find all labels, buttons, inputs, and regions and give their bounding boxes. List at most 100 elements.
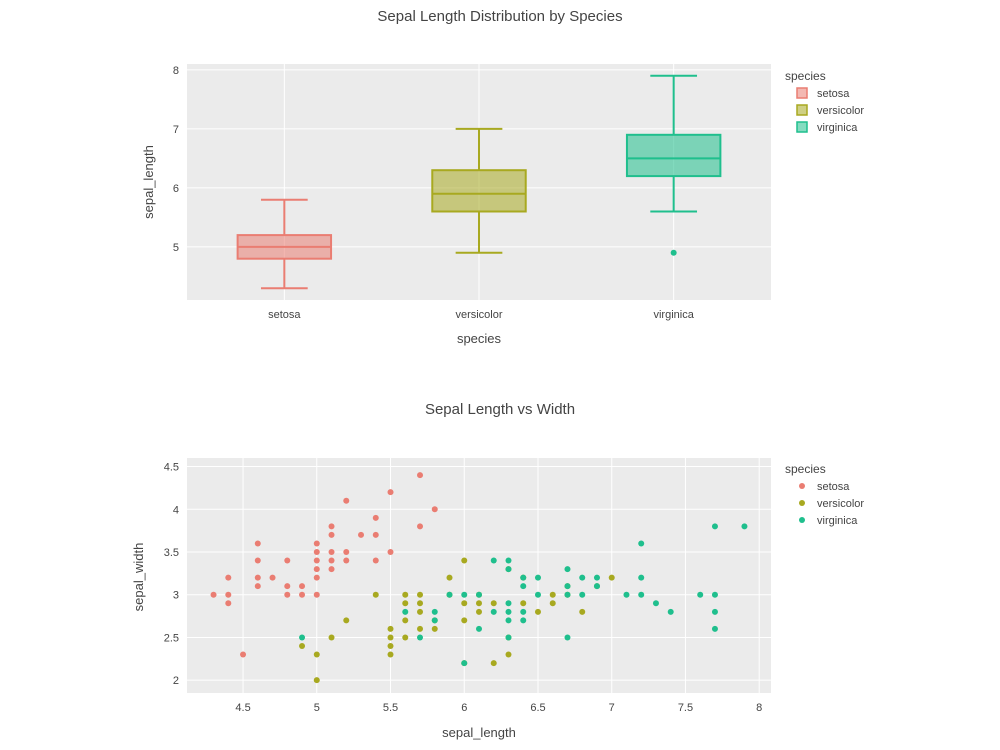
scatter-point xyxy=(476,608,482,615)
scatter-series-setosa xyxy=(210,472,438,658)
scatter-point xyxy=(505,651,512,658)
scatter-point xyxy=(461,591,468,598)
scatter-point xyxy=(387,634,394,641)
scatter-point xyxy=(387,489,394,496)
scatter-legend-title: species xyxy=(785,462,826,476)
scatter-point xyxy=(387,651,394,658)
scatter-point xyxy=(417,523,424,530)
scatter-x-tick-label: 7 xyxy=(609,702,615,714)
scatter-point xyxy=(387,549,394,555)
scatter-point xyxy=(284,557,291,564)
scatter-plot-area xyxy=(187,458,771,693)
scatter-point xyxy=(328,634,335,641)
scatter-y-tick-label: 4.5 xyxy=(164,462,179,474)
scatter-point xyxy=(402,617,409,624)
scatter-point xyxy=(520,574,527,581)
scatter-point xyxy=(343,557,350,564)
scatter-point xyxy=(490,608,497,615)
box-virginica xyxy=(625,74,722,256)
box-x-tick-label: virginica xyxy=(653,309,694,321)
scatter-point xyxy=(402,634,409,641)
scatter-point xyxy=(564,591,571,598)
scatter-point xyxy=(446,591,453,598)
scatter-point xyxy=(593,583,600,590)
scatter-point xyxy=(328,523,335,530)
scatter-point xyxy=(505,608,512,615)
scatter-point xyxy=(372,557,379,564)
scatter-point xyxy=(372,591,379,598)
scatter-point xyxy=(697,591,704,598)
scatter-point xyxy=(490,557,497,564)
scatter-point xyxy=(313,677,320,684)
scatter-legend-label: setosa xyxy=(817,481,850,493)
scatter-point xyxy=(343,549,350,555)
scatter-point xyxy=(638,591,645,598)
box-legend-label: setosa xyxy=(817,88,850,100)
scatter-point xyxy=(284,591,291,598)
box-versicolor xyxy=(431,127,527,254)
scatter-legend-item-versicolor[interactable]: versicolor xyxy=(799,498,864,510)
box-chart-title: Sepal Length Distribution by Species xyxy=(377,8,622,25)
box-x-ticks: setosa versicolor virginica xyxy=(268,309,695,321)
scatter-point xyxy=(284,583,291,590)
scatter-y-tick-label: 3 xyxy=(173,590,179,602)
scatter-point xyxy=(505,566,512,573)
scatter-point xyxy=(505,617,512,624)
box-legend-swatch xyxy=(796,121,808,133)
scatter-legend-label: virginica xyxy=(817,515,858,527)
scatter-gridlines xyxy=(187,458,771,693)
scatter-point xyxy=(417,591,424,598)
scatter-point xyxy=(652,600,659,607)
scatter-point xyxy=(431,506,438,513)
scatter-point xyxy=(431,625,438,632)
box-legend-swatch xyxy=(796,104,808,116)
scatter-point xyxy=(313,651,320,658)
scatter-point xyxy=(343,497,350,504)
box-legend-item-virginica[interactable]: virginica xyxy=(796,121,858,134)
box-y-axis-title: sepal_length xyxy=(141,145,156,219)
box-y-tick-label: 6 xyxy=(173,183,179,195)
box-iqr xyxy=(625,133,722,178)
scatter-y-ticks: 2 2.5 3 3.5 4 4.5 xyxy=(164,462,179,688)
scatter-point xyxy=(520,617,527,624)
scatter-point xyxy=(417,472,424,479)
scatter-point xyxy=(417,634,424,641)
box-legend-item-setosa[interactable]: setosa xyxy=(796,87,850,100)
box-x-tick-label: versicolor xyxy=(455,309,502,321)
scatter-x-tick-label: 4.5 xyxy=(235,702,250,714)
scatter-point xyxy=(476,600,482,607)
scatter-point xyxy=(225,591,232,598)
box-legend-label: virginica xyxy=(817,122,858,134)
scatter-x-tick-label: 7.5 xyxy=(678,702,693,714)
box-x-axis-title: species xyxy=(457,331,502,346)
box-x-tick-label: setosa xyxy=(268,309,301,321)
scatter-point xyxy=(549,591,556,598)
scatter-point xyxy=(446,574,453,581)
scatter-point xyxy=(638,540,645,547)
box-legend[interactable]: species setosa versicolor virginica xyxy=(785,69,864,134)
scatter-point xyxy=(254,557,261,564)
scatter-point xyxy=(313,540,320,547)
box-legend-swatch xyxy=(796,87,808,99)
scatter-point xyxy=(387,643,394,649)
scatter-legend-marker xyxy=(799,517,805,523)
scatter-point xyxy=(402,600,409,607)
scatter-point xyxy=(534,574,541,581)
scatter-legend[interactable]: species setosa versicolor virginica xyxy=(785,462,864,527)
scatter-point xyxy=(254,583,261,590)
scatter-point xyxy=(711,608,718,615)
box-outlier xyxy=(670,249,677,256)
scatter-point xyxy=(534,608,541,615)
scatter-y-tick-label: 2 xyxy=(173,675,179,687)
scatter-legend-item-setosa[interactable]: setosa xyxy=(799,481,850,493)
scatter-legend-item-virginica[interactable]: virginica xyxy=(799,515,858,527)
scatter-point xyxy=(431,617,438,624)
scatter-y-tick-label: 3.5 xyxy=(164,547,179,559)
scatter-point xyxy=(490,600,497,607)
box-legend-item-versicolor[interactable]: versicolor xyxy=(796,104,864,117)
scatter-x-tick-label: 5 xyxy=(314,702,320,714)
scatter-point xyxy=(476,591,482,598)
scatter-point xyxy=(564,583,571,590)
scatter-point xyxy=(372,514,379,521)
box-y-tick-label: 5 xyxy=(173,242,179,254)
